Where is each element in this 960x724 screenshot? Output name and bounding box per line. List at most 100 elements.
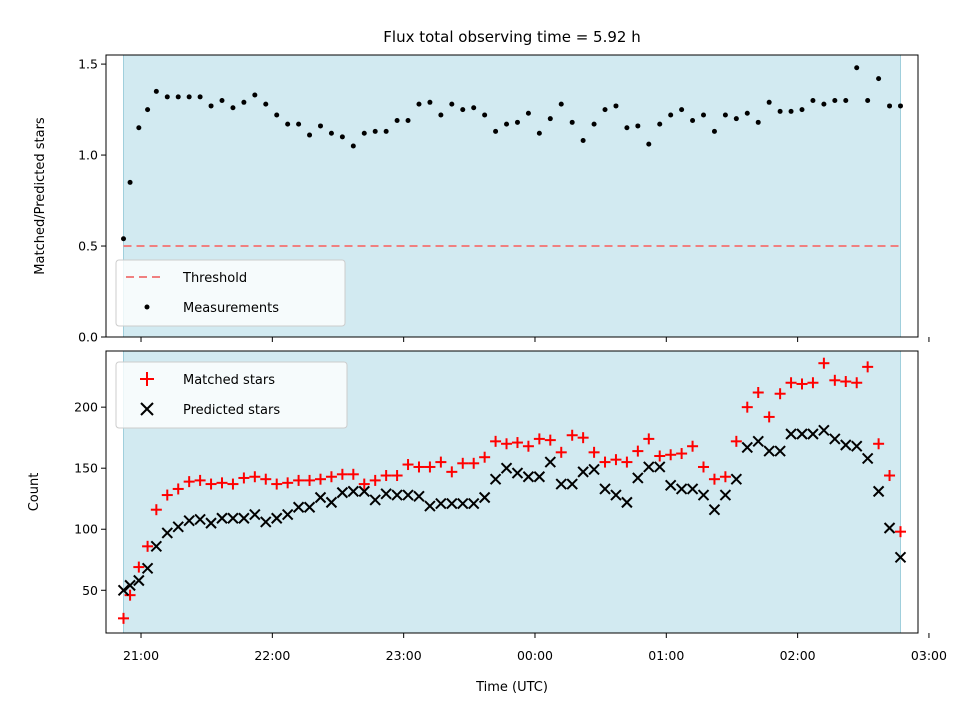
matched-star-point bbox=[533, 433, 545, 445]
measurement-point bbox=[164, 94, 170, 100]
measurement-point bbox=[127, 179, 133, 185]
x-tick-label: 00:00 bbox=[517, 648, 553, 663]
measurement-point bbox=[788, 108, 794, 114]
measurement-point bbox=[843, 97, 849, 103]
predicted-star-point bbox=[818, 424, 830, 437]
measurement-point bbox=[755, 119, 761, 125]
matched-star-point bbox=[730, 435, 742, 447]
measurement-point bbox=[602, 107, 608, 113]
measurement-point bbox=[810, 97, 816, 103]
measurement-point bbox=[624, 125, 630, 131]
predicted-star-point bbox=[632, 472, 644, 484]
predicted-star-point bbox=[150, 540, 163, 553]
measurement-point bbox=[405, 117, 411, 123]
matched-star-point bbox=[511, 437, 523, 449]
matched-star-point bbox=[752, 387, 764, 399]
measurement-point bbox=[733, 116, 739, 122]
measurement-point bbox=[690, 117, 696, 123]
measurement-point bbox=[416, 101, 422, 107]
measurement-point bbox=[350, 143, 356, 149]
measurement-point bbox=[744, 110, 750, 116]
measurement-point bbox=[865, 97, 871, 103]
predicted-star-point bbox=[730, 473, 743, 485]
matched-star-point bbox=[654, 450, 666, 462]
measurement-point bbox=[230, 105, 236, 111]
matched-star-point bbox=[205, 478, 217, 490]
measurement-point bbox=[876, 76, 882, 82]
predicted-star-point bbox=[467, 497, 480, 510]
predicted-star-point bbox=[216, 512, 228, 524]
measurement-point bbox=[493, 128, 499, 134]
predicted-star-point bbox=[697, 489, 710, 501]
predicted-stars-points bbox=[117, 424, 907, 596]
predicted-star-point bbox=[391, 489, 403, 501]
measurement-point bbox=[679, 107, 685, 113]
measurement-point bbox=[361, 130, 367, 136]
measurement-point bbox=[241, 99, 247, 105]
matched-star-point bbox=[194, 474, 206, 486]
predicted-star-point bbox=[238, 512, 250, 524]
predicted-star-point bbox=[796, 428, 808, 440]
matched-legend-swatch bbox=[140, 372, 154, 386]
matched-star-point bbox=[325, 471, 337, 483]
predicted-star-point bbox=[260, 516, 272, 528]
matched-star-point bbox=[807, 377, 819, 389]
matched-star-point bbox=[577, 432, 589, 444]
matched-star-point bbox=[402, 459, 414, 471]
predicted-star-point bbox=[183, 514, 195, 527]
measurement-point bbox=[777, 108, 783, 114]
measurement-point bbox=[766, 99, 772, 105]
matched-star-point bbox=[358, 478, 370, 490]
matched-star-point bbox=[873, 438, 885, 450]
measurement-point bbox=[514, 119, 520, 125]
measurement-point bbox=[285, 121, 291, 127]
predicted-star-point bbox=[741, 441, 753, 454]
bottom-y-tick-label: 50 bbox=[82, 583, 98, 598]
measurement-point bbox=[208, 103, 214, 109]
predicted-star-point bbox=[643, 461, 655, 473]
predicted-star-point bbox=[314, 491, 327, 504]
measurement-point bbox=[504, 121, 510, 127]
matched-star-point bbox=[840, 376, 852, 388]
matched-star-point bbox=[161, 489, 173, 501]
predicted-star-point bbox=[807, 428, 819, 440]
x-axis-label: Time (UTC) bbox=[475, 680, 548, 695]
predicted-star-point bbox=[522, 471, 535, 483]
matched-star-point bbox=[293, 474, 305, 486]
top-legend-box bbox=[115, 259, 346, 327]
matched-star-point bbox=[862, 361, 874, 373]
measurement-point bbox=[569, 119, 575, 125]
bottom-y-tick-label: 200 bbox=[74, 400, 98, 415]
measurement-point bbox=[153, 88, 159, 94]
measurement-point bbox=[471, 105, 477, 111]
matched-star-point bbox=[336, 468, 348, 480]
measurement-point bbox=[197, 94, 203, 100]
predicted-star-point bbox=[424, 500, 436, 512]
top-y-axis-label: Matched/Predicted stars bbox=[33, 117, 48, 275]
predicted-star-point bbox=[133, 574, 145, 587]
measurement-point bbox=[635, 123, 641, 129]
predicted-star-point bbox=[435, 497, 447, 510]
predicted-star-point bbox=[227, 512, 239, 524]
matched-star-point bbox=[884, 470, 896, 482]
matched-star-point bbox=[829, 374, 841, 386]
predicted-star-point bbox=[851, 440, 863, 452]
measurement-point bbox=[175, 94, 181, 100]
x-tick-label: 21:00 bbox=[123, 648, 159, 663]
measurement-point bbox=[394, 117, 400, 123]
bottom-x-axis: 21:00 22:00 23:00 00:00 01:00 02:00 03:00 bbox=[123, 633, 947, 663]
predicted-star-point bbox=[894, 551, 907, 564]
predicted-star-point bbox=[577, 466, 589, 478]
matched-star-point bbox=[676, 448, 688, 460]
matched-star-point bbox=[227, 478, 239, 490]
measurement-point bbox=[328, 130, 334, 136]
measurements-legend-label: Measurements bbox=[183, 301, 279, 316]
top-y-tick-label: 0.5 bbox=[78, 239, 98, 254]
matched-star-point bbox=[698, 461, 710, 473]
top-y-axis: 0.0 0.5 1.0 1.5 bbox=[78, 57, 106, 345]
measurement-point bbox=[438, 112, 444, 118]
matched-stars-points bbox=[118, 357, 906, 624]
matched-star-point bbox=[446, 466, 458, 478]
predicted-star-point bbox=[380, 488, 392, 500]
matched-star-point bbox=[271, 478, 283, 490]
